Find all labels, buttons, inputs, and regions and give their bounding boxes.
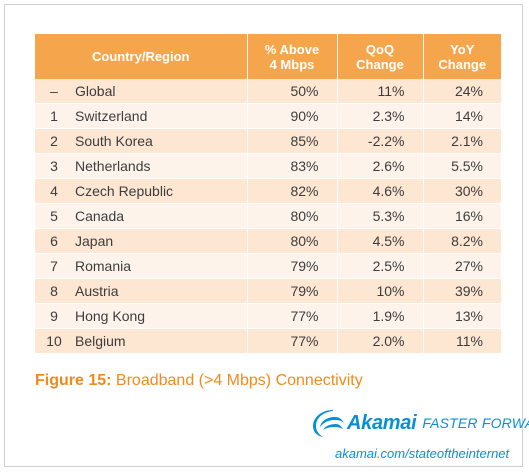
qoq-change-cell: -2.2%: [337, 128, 424, 154]
rank-cell: 5: [35, 203, 73, 229]
header-qoq-line2: Change: [356, 56, 404, 72]
above-4mbps-cell: 79%: [247, 253, 338, 279]
above-4mbps-cell: 79%: [247, 278, 338, 304]
country-cell: Czech Republic: [73, 178, 248, 204]
yoy-change-cell: 39%: [423, 278, 501, 304]
country-cell: Netherlands: [73, 153, 248, 179]
table-row: 9 Hong Kong 77% 1.9% 13%: [35, 303, 501, 329]
header-above-4mbps-line1: % Above: [264, 41, 320, 57]
rank-cell: 4: [35, 178, 73, 204]
table-row: – Global 50% 11% 24%: [35, 79, 501, 104]
connectivity-table: Country/Region % Above 4 Mbps QoQ Change…: [35, 34, 501, 354]
table-row: 3 Netherlands 83% 2.6% 5.5%: [35, 153, 501, 179]
figure-caption: Figure 15: Broadband (>4 Mbps) Connectiv…: [35, 372, 363, 390]
above-4mbps-cell: 83%: [247, 153, 338, 179]
header-qoq-line1: QoQ: [365, 41, 395, 57]
qoq-change-cell: 2.5%: [337, 253, 424, 279]
footer-url: akamai.com/stateoftheinternet: [335, 446, 510, 461]
above-4mbps-cell: 80%: [247, 203, 338, 229]
table-row: 2 South Korea 85% -2.2% 2.1%: [35, 128, 501, 154]
above-4mbps-cell: 77%: [247, 328, 338, 354]
above-4mbps-cell: 90%: [247, 103, 338, 129]
qoq-change-cell: 1.9%: [337, 303, 424, 329]
above-4mbps-cell: 80%: [247, 228, 338, 254]
above-4mbps-cell: 85%: [247, 128, 338, 154]
brand-name: Akamai: [347, 411, 417, 434]
country-cell: Belgium: [73, 328, 248, 354]
above-4mbps-cell: 50%: [247, 79, 338, 104]
yoy-change-cell: 8.2%: [423, 228, 501, 254]
table-row: 5 Canada 80% 5.3% 16%: [35, 203, 501, 229]
country-cell: South Korea: [73, 128, 248, 154]
yoy-change-cell: 16%: [423, 203, 501, 229]
qoq-change-cell: 2.6%: [337, 153, 424, 179]
akamai-logo: Akamai FASTER FORWARD: [311, 408, 529, 438]
yoy-change-cell: 13%: [423, 303, 501, 329]
qoq-change-cell: 2.3%: [337, 103, 424, 129]
qoq-change-cell: 2.0%: [337, 328, 424, 354]
header-country: Country/Region: [35, 34, 248, 79]
rank-cell: 9: [35, 303, 73, 329]
figure-label: Figure 15:: [35, 372, 112, 389]
table-row: 8 Austria 79% 10% 39%: [35, 278, 501, 304]
yoy-change-cell: 2.1%: [423, 128, 501, 154]
rank-cell: 3: [35, 153, 73, 179]
qoq-change-cell: 4.6%: [337, 178, 424, 204]
rank-cell: –: [35, 79, 73, 104]
brand-tagline: FASTER FORWARD: [422, 415, 529, 431]
header-above-4mbps-line2: 4 Mbps: [269, 56, 315, 72]
qoq-change-cell: 11%: [337, 79, 424, 104]
rank-cell: 1: [35, 103, 73, 129]
yoy-change-cell: 27%: [423, 253, 501, 279]
qoq-change-cell: 4.5%: [337, 228, 424, 254]
table-body: – Global 50% 11% 24% 1 Switzerland 90% 2.3% 14% 2 S…: [35, 79, 501, 354]
yoy-change-cell: 11%: [423, 328, 501, 354]
table-row: 6 Japan 80% 4.5% 8.2%: [35, 228, 501, 254]
header-qoq: QoQ Change: [337, 34, 424, 79]
country-cell: Switzerland: [73, 103, 248, 129]
table-row: 10 Belgium 77% 2.0% 11%: [35, 328, 501, 354]
table-row: 1 Switzerland 90% 2.3% 14%: [35, 103, 501, 129]
above-4mbps-cell: 77%: [247, 303, 338, 329]
country-cell: Canada: [73, 203, 248, 229]
country-cell: Japan: [73, 228, 248, 254]
yoy-change-cell: 14%: [423, 103, 501, 129]
yoy-change-cell: 24%: [423, 79, 501, 104]
figure-title: Broadband (>4 Mbps) Connectivity: [115, 372, 363, 389]
header-yoy-line1: YoY: [450, 41, 475, 57]
akamai-wave-logo-icon: [313, 410, 344, 437]
rank-cell: 6: [35, 228, 73, 254]
rank-cell: 10: [35, 328, 73, 354]
rank-cell: 8: [35, 278, 73, 304]
country-cell: Global: [73, 79, 248, 104]
country-cell: Austria: [73, 278, 248, 304]
country-cell: Romania: [73, 253, 248, 279]
rank-cell: 7: [35, 253, 73, 279]
table-row: 7 Romania 79% 2.5% 27%: [35, 253, 501, 279]
header-yoy-line2: Change: [438, 56, 487, 72]
country-cell: Hong Kong: [73, 303, 248, 329]
above-4mbps-cell: 82%: [247, 178, 338, 204]
header-yoy: YoY Change: [423, 34, 501, 79]
yoy-change-cell: 5.5%: [423, 153, 501, 179]
yoy-change-cell: 30%: [423, 178, 501, 204]
header-above-4mbps: % Above 4 Mbps: [247, 34, 338, 79]
qoq-change-cell: 10%: [337, 278, 424, 304]
qoq-change-cell: 5.3%: [337, 203, 424, 229]
table-row: 4 Czech Republic 82% 4.6% 30%: [35, 178, 501, 204]
figure-frame: Country/Region % Above 4 Mbps QoQ Change…: [4, 4, 529, 467]
rank-cell: 2: [35, 128, 73, 154]
table-header-row: Country/Region % Above 4 Mbps QoQ Change…: [35, 34, 501, 79]
